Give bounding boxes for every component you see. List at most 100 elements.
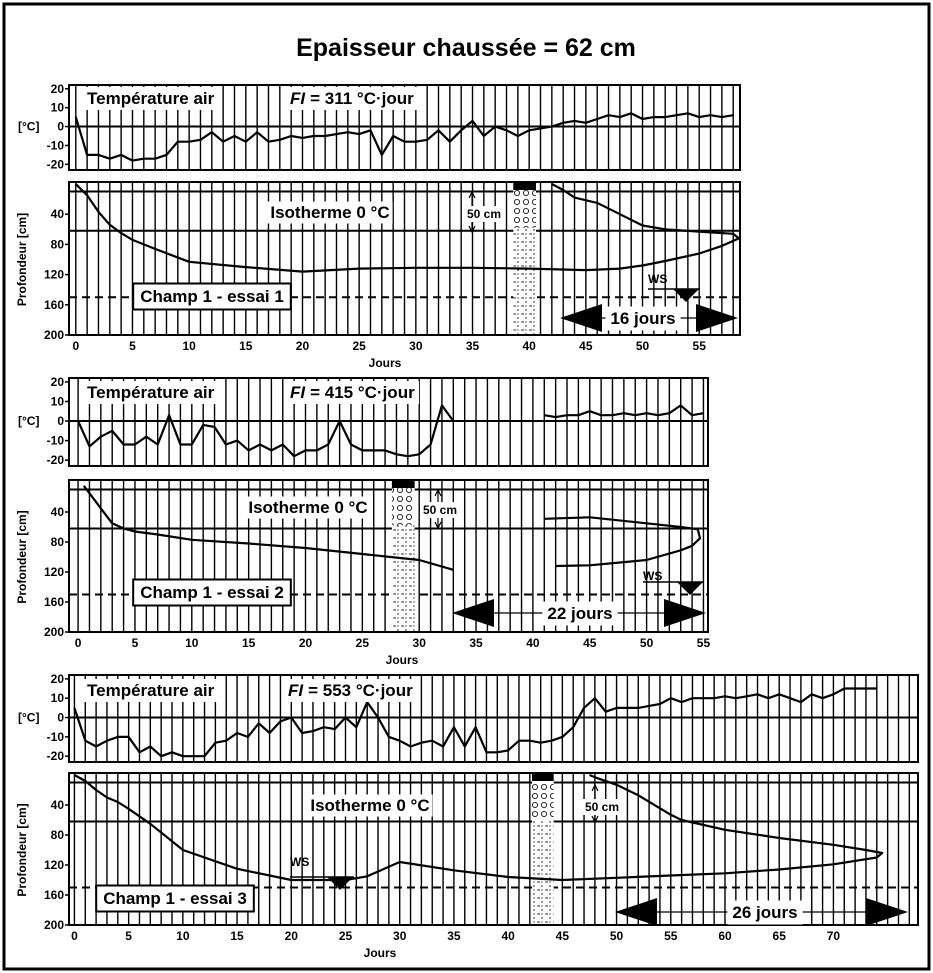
- y-tick-label: 200: [44, 328, 64, 342]
- duration-arrow-right: [664, 599, 706, 627]
- x-tick-label: 40: [522, 339, 536, 353]
- freezing-index: FI = 553 °C·jour: [288, 681, 413, 700]
- y-tick-label: 120: [44, 268, 64, 282]
- x-tick-label: 60: [718, 929, 732, 943]
- y-axis-label: [°C]: [18, 711, 39, 725]
- label-box: [245, 496, 371, 519]
- y-tick-label: -20: [47, 453, 65, 467]
- plot-border: [68, 84, 741, 171]
- x-tick-label: 15: [230, 929, 244, 943]
- field-label: Champ 1 - essai 3: [103, 889, 247, 908]
- x-tick-label: 25: [339, 929, 353, 943]
- x-axis-label: Jours: [386, 653, 419, 667]
- y-tick-label: -20: [47, 749, 65, 763]
- series-line: [74, 112, 734, 162]
- y-tick-label: 80: [51, 828, 65, 842]
- label-box: [83, 87, 219, 110]
- x-tick-label: 55: [664, 929, 678, 943]
- x-tick-label: 10: [176, 929, 190, 943]
- freezing-index: FI = 311 °C·jour: [290, 89, 414, 108]
- label-box: [605, 306, 681, 331]
- isotherm-label: Isotherme 0 °C: [310, 796, 429, 815]
- x-tick-label: 20: [296, 339, 310, 353]
- plot-border: [68, 181, 741, 336]
- x-tick-label: 5: [129, 339, 136, 353]
- label-box: [95, 884, 255, 913]
- x-tick-label: 35: [447, 929, 461, 943]
- series-line: [77, 404, 704, 458]
- label-box: [286, 87, 419, 110]
- duration-arrow-left: [452, 599, 494, 627]
- y-tick-label: 0: [57, 414, 64, 428]
- y-tick-label: 0: [57, 120, 64, 134]
- duration-label: 26 jours: [732, 903, 797, 922]
- figure-title: Epaisseur chaussée = 62 cm: [296, 34, 636, 62]
- y-tick-label: 20: [51, 82, 65, 96]
- ws-marker: [327, 877, 353, 890]
- core-arrowhead: [434, 488, 442, 530]
- fi-text: = 553 °C·jour: [308, 681, 413, 700]
- y-tick-label: 120: [44, 565, 64, 579]
- x-axis-label: Jours: [369, 356, 402, 370]
- label-box: [582, 799, 622, 815]
- core-label: 50 cm: [585, 800, 619, 814]
- y-tick-label: 80: [51, 535, 65, 549]
- core-upper: [531, 773, 554, 819]
- x-tick-label: 15: [242, 636, 256, 650]
- x-tick-label: 70: [827, 929, 841, 943]
- plot-border: [68, 479, 709, 633]
- y-axis-label: [°C]: [18, 120, 39, 134]
- duration-arrow-right: [866, 898, 908, 926]
- plot-border: [68, 772, 919, 926]
- panel-label: Température air: [87, 681, 215, 700]
- x-tick-label: 50: [610, 929, 624, 943]
- ws-label: WS: [648, 272, 667, 286]
- x-axis-label: Jours: [364, 946, 397, 960]
- core-lower: [513, 227, 536, 335]
- label-box: [542, 601, 618, 626]
- x-tick-label: 30: [409, 339, 423, 353]
- field-label: Champ 1 - essai 2: [140, 583, 284, 602]
- x-tick-label: 25: [356, 636, 370, 650]
- x-tick-label: 45: [579, 339, 593, 353]
- y-tick-label: 120: [44, 858, 64, 872]
- y-tick-label: 40: [51, 798, 65, 812]
- x-tick-label: 45: [583, 636, 597, 650]
- duration-arrow-left: [560, 304, 602, 332]
- series-line: [75, 183, 740, 273]
- x-tick-label: 65: [773, 929, 787, 943]
- ws-label: WS: [290, 855, 309, 869]
- label-box: [420, 502, 460, 518]
- fi-symbol: FI: [290, 383, 306, 402]
- duration-label: 22 jours: [547, 604, 612, 623]
- label-box: [132, 578, 292, 607]
- y-axis-label: Profondeur [cm]: [15, 510, 29, 603]
- y-tick-label: -10: [47, 730, 65, 744]
- x-tick-label: 15: [239, 339, 253, 353]
- freezing-index: FI = 415 °C·jour: [290, 383, 415, 402]
- x-tick-label: 55: [697, 636, 711, 650]
- x-tick-label: 20: [299, 636, 313, 650]
- y-tick-label: 160: [44, 888, 64, 902]
- core-label: 50 cm: [423, 503, 457, 517]
- x-tick-label: 20: [285, 929, 299, 943]
- core-lower: [391, 525, 415, 632]
- x-tick-label: 25: [352, 339, 366, 353]
- x-tick-label: 50: [640, 636, 654, 650]
- core-upper: [513, 182, 536, 228]
- y-tick-label: 10: [51, 101, 65, 115]
- y-tick-label: 160: [44, 298, 64, 312]
- y-tick-label: -20: [47, 157, 65, 171]
- y-tick-label: 10: [51, 691, 65, 705]
- series-line: [73, 687, 877, 758]
- x-tick-label: 10: [185, 636, 199, 650]
- y-tick-label: 20: [51, 672, 65, 686]
- x-tick-label: 35: [469, 636, 483, 650]
- isotherm-label: Isotherme 0 °C: [270, 203, 389, 222]
- core-cap: [513, 182, 536, 190]
- y-tick-label: 40: [51, 505, 65, 519]
- core-lower: [531, 818, 554, 925]
- y-axis-label: Profondeur [cm]: [15, 213, 29, 306]
- x-tick-label: 30: [393, 929, 407, 943]
